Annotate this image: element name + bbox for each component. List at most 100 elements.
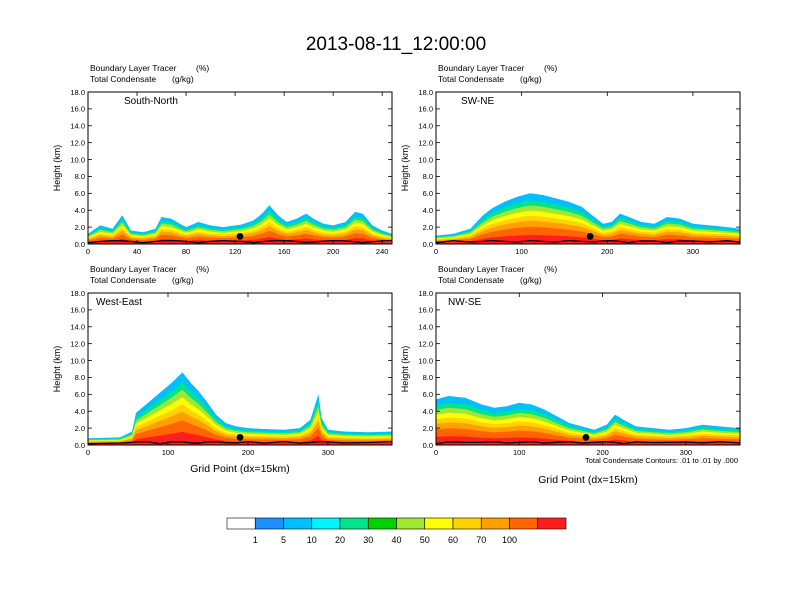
- tracer-field: [436, 396, 740, 445]
- panel-tracer-label: Boundary Layer Tracer: [90, 63, 177, 73]
- colorbar-swatch: [509, 517, 539, 530]
- colorbar-swatch: [396, 517, 426, 530]
- x-tick-label: 300: [687, 247, 700, 256]
- y-tick-label: 6.0: [423, 390, 433, 399]
- y-tick-label: 10.0: [70, 155, 85, 164]
- colorbar-swatch: [339, 517, 369, 530]
- figure-title: 2013-08-11_12:00:00: [306, 34, 486, 55]
- y-tick-label: 10.0: [418, 356, 433, 365]
- x-tick-label: 300: [322, 448, 335, 457]
- y-tick-label: 12.0: [418, 138, 433, 147]
- panel-condensate-unit: (g/kg): [172, 74, 194, 84]
- panel-condensate-label: Total Condensate: [90, 275, 156, 285]
- colorbar-swatch: [452, 517, 482, 530]
- x-tick-label: 40: [133, 247, 141, 256]
- x-tick-label: 200: [242, 448, 255, 457]
- colorbar-swatch: [537, 517, 567, 530]
- panel-tracer-label: Boundary Layer Tracer: [438, 63, 525, 73]
- y-tick-label: 0.0: [75, 441, 85, 450]
- y-tick-label: 14.0: [418, 122, 433, 131]
- panel-tracer-unit: (%): [544, 63, 557, 73]
- location-marker: [236, 233, 244, 240]
- x-tick-label: 160: [278, 247, 291, 256]
- x-tick-label: 80: [182, 247, 190, 256]
- y-tick-label: 8.0: [75, 373, 85, 382]
- location-marker: [582, 434, 590, 441]
- panel-tracer-unit: (%): [544, 264, 557, 274]
- panel-tracer-unit: (%): [196, 264, 209, 274]
- colorbar-swatch: [226, 517, 256, 530]
- colorbar-label: 40: [391, 535, 401, 545]
- y-tick-label: 18.0: [418, 88, 433, 97]
- contour-note: Total Condensate Contours: .01 to .01 by…: [585, 456, 738, 465]
- colorbar-label: 50: [420, 535, 430, 545]
- y-tick-label: 0.0: [75, 240, 85, 249]
- panel-tracer-label: Boundary Layer Tracer: [438, 264, 525, 274]
- colorbar-label: 5: [281, 535, 286, 545]
- y-tick-label: 2.0: [423, 424, 433, 433]
- colorbar-label: 30: [363, 535, 373, 545]
- y-tick-label: 10.0: [70, 356, 85, 365]
- colorbar-label: 20: [335, 535, 345, 545]
- x-tick-label: 100: [513, 448, 526, 457]
- y-tick-label: 4.0: [75, 206, 85, 215]
- colorbar-label: 60: [448, 535, 458, 545]
- y-axis-label: Height (km): [400, 145, 410, 192]
- tracer-field: [88, 372, 392, 445]
- panel-name: NW-SE: [448, 297, 481, 308]
- x-tick-label: 300: [680, 448, 693, 457]
- y-tick-label: 10.0: [418, 155, 433, 164]
- panel-name: South-North: [124, 96, 178, 107]
- panel-south-north: Boundary Layer Tracer (%) Total Condensa…: [52, 63, 393, 256]
- y-tick-label: 2.0: [75, 424, 85, 433]
- x-axis-label: Grid Point (dx=15km): [538, 474, 638, 486]
- y-tick-label: 4.0: [423, 407, 433, 416]
- y-tick-label: 2.0: [423, 223, 433, 232]
- colorbar-swatch: [424, 517, 454, 530]
- y-tick-label: 12.0: [70, 339, 85, 348]
- location-marker: [236, 434, 244, 441]
- colorbar-label: 1: [253, 535, 258, 545]
- colorbar-label: 100: [502, 535, 517, 545]
- y-tick-label: 8.0: [423, 373, 433, 382]
- y-tick-label: 4.0: [75, 407, 85, 416]
- panel-nw-se: Boundary Layer Tracer (%) Total Condensa…: [400, 264, 741, 486]
- x-tick-label: 0: [434, 247, 438, 256]
- y-tick-label: 16.0: [418, 306, 433, 315]
- panel-condensate-unit: (g/kg): [520, 275, 542, 285]
- colorbar: 1 5 10 20 30 40 50 60 70 100: [226, 517, 567, 545]
- y-axis-label: Height (km): [400, 346, 410, 393]
- terrain-line: [88, 440, 392, 445]
- y-tick-label: 6.0: [423, 189, 433, 198]
- panel-condensate-label: Total Condensate: [90, 74, 156, 84]
- x-tick-label: 100: [162, 448, 175, 457]
- panel-condensate-label: Total Condensate: [438, 74, 504, 84]
- y-tick-label: 16.0: [418, 105, 433, 114]
- y-tick-label: 0.0: [423, 441, 433, 450]
- x-tick-label: 0: [86, 448, 90, 457]
- panel-tracer-label: Boundary Layer Tracer: [90, 264, 177, 274]
- panel-west-east: Boundary Layer Tracer (%) Total Condensa…: [52, 264, 393, 475]
- y-tick-label: 6.0: [75, 390, 85, 399]
- colorbar-swatch: [311, 517, 341, 530]
- plot-frame: [435, 91, 741, 245]
- colorbar-swatch: [254, 517, 284, 530]
- y-tick-label: 16.0: [70, 306, 85, 315]
- colorbar-swatch: [283, 517, 313, 530]
- panel-tracer-unit: (%): [196, 63, 209, 73]
- colorbar-swatch: [367, 517, 397, 530]
- y-axis-label: Height (km): [52, 145, 62, 192]
- y-tick-label: 2.0: [75, 223, 85, 232]
- y-tick-label: 14.0: [70, 122, 85, 131]
- terrain-line: [436, 441, 740, 445]
- y-tick-label: 12.0: [418, 339, 433, 348]
- x-tick-label: 240: [376, 247, 389, 256]
- x-tick-label: 200: [601, 247, 614, 256]
- x-tick-label: 100: [515, 247, 528, 256]
- terrain-line: [88, 239, 392, 244]
- y-tick-label: 14.0: [70, 323, 85, 332]
- colorbar-label: 10: [307, 535, 317, 545]
- colorbar-swatch: [480, 517, 510, 530]
- y-tick-label: 16.0: [70, 105, 85, 114]
